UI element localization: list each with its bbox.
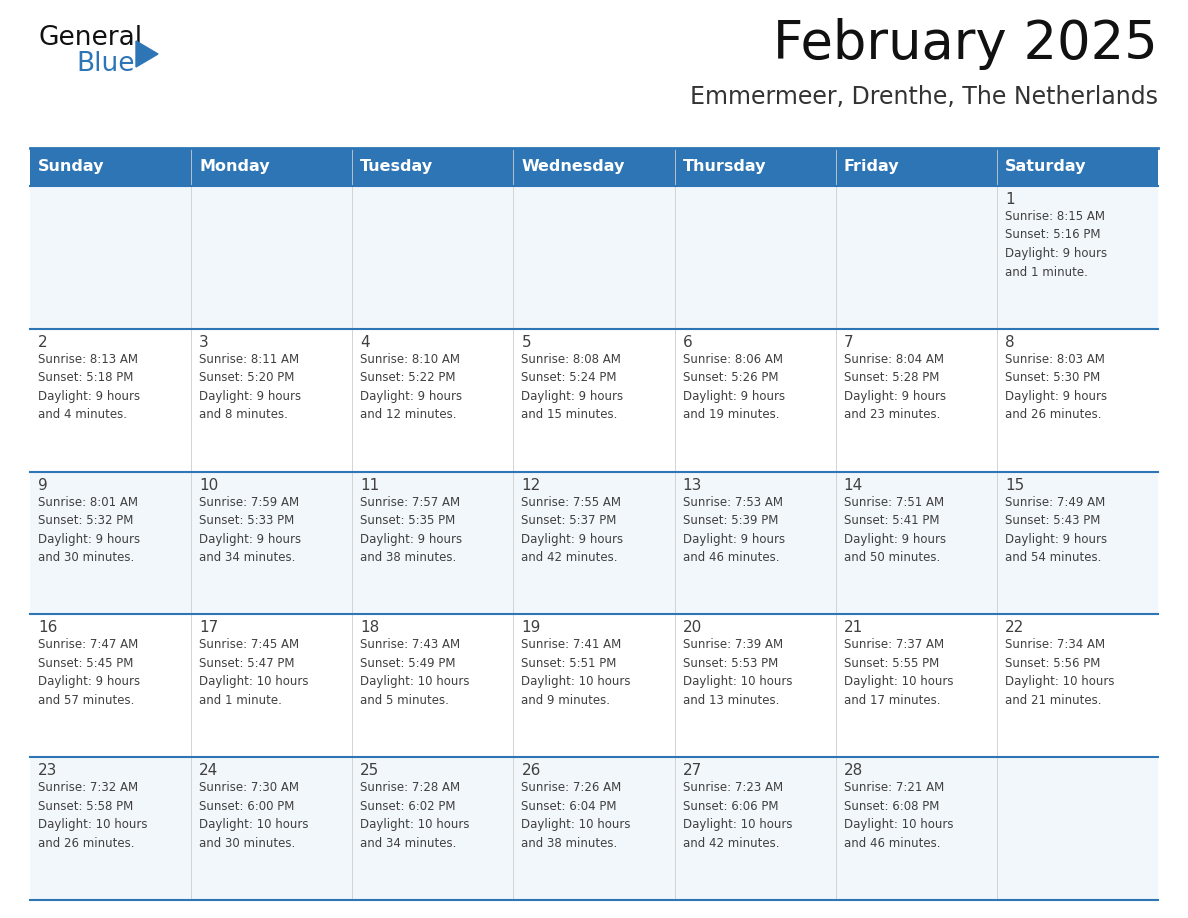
Text: Sunrise: 8:08 AM
Sunset: 5:24 PM
Daylight: 9 hours
and 15 minutes.: Sunrise: 8:08 AM Sunset: 5:24 PM Dayligh… — [522, 353, 624, 421]
Text: Sunrise: 8:04 AM
Sunset: 5:28 PM
Daylight: 9 hours
and 23 minutes.: Sunrise: 8:04 AM Sunset: 5:28 PM Dayligh… — [843, 353, 946, 421]
Text: 19: 19 — [522, 621, 541, 635]
Text: 22: 22 — [1005, 621, 1024, 635]
Text: 26: 26 — [522, 763, 541, 778]
Text: Saturday: Saturday — [1005, 160, 1086, 174]
Text: 7: 7 — [843, 335, 853, 350]
Text: 18: 18 — [360, 621, 379, 635]
Text: 8: 8 — [1005, 335, 1015, 350]
Text: 12: 12 — [522, 477, 541, 493]
Text: Sunrise: 7:49 AM
Sunset: 5:43 PM
Daylight: 9 hours
and 54 minutes.: Sunrise: 7:49 AM Sunset: 5:43 PM Dayligh… — [1005, 496, 1107, 564]
Text: Sunrise: 7:55 AM
Sunset: 5:37 PM
Daylight: 9 hours
and 42 minutes.: Sunrise: 7:55 AM Sunset: 5:37 PM Dayligh… — [522, 496, 624, 564]
Text: Sunrise: 7:41 AM
Sunset: 5:51 PM
Daylight: 10 hours
and 9 minutes.: Sunrise: 7:41 AM Sunset: 5:51 PM Dayligh… — [522, 638, 631, 707]
Text: Sunrise: 8:03 AM
Sunset: 5:30 PM
Daylight: 9 hours
and 26 minutes.: Sunrise: 8:03 AM Sunset: 5:30 PM Dayligh… — [1005, 353, 1107, 421]
Text: Sunrise: 7:30 AM
Sunset: 6:00 PM
Daylight: 10 hours
and 30 minutes.: Sunrise: 7:30 AM Sunset: 6:00 PM Dayligh… — [200, 781, 309, 850]
Text: 2: 2 — [38, 335, 48, 350]
Text: General: General — [38, 25, 143, 51]
Text: Wednesday: Wednesday — [522, 160, 625, 174]
Text: Sunrise: 7:21 AM
Sunset: 6:08 PM
Daylight: 10 hours
and 46 minutes.: Sunrise: 7:21 AM Sunset: 6:08 PM Dayligh… — [843, 781, 953, 850]
Text: 4: 4 — [360, 335, 369, 350]
Text: Sunrise: 7:34 AM
Sunset: 5:56 PM
Daylight: 10 hours
and 21 minutes.: Sunrise: 7:34 AM Sunset: 5:56 PM Dayligh… — [1005, 638, 1114, 707]
Text: Sunrise: 8:10 AM
Sunset: 5:22 PM
Daylight: 9 hours
and 12 minutes.: Sunrise: 8:10 AM Sunset: 5:22 PM Dayligh… — [360, 353, 462, 421]
Text: Sunrise: 8:15 AM
Sunset: 5:16 PM
Daylight: 9 hours
and 1 minute.: Sunrise: 8:15 AM Sunset: 5:16 PM Dayligh… — [1005, 210, 1107, 278]
Text: 15: 15 — [1005, 477, 1024, 493]
Text: Sunrise: 7:39 AM
Sunset: 5:53 PM
Daylight: 10 hours
and 13 minutes.: Sunrise: 7:39 AM Sunset: 5:53 PM Dayligh… — [683, 638, 792, 707]
Text: 10: 10 — [200, 477, 219, 493]
Text: Sunrise: 8:01 AM
Sunset: 5:32 PM
Daylight: 9 hours
and 30 minutes.: Sunrise: 8:01 AM Sunset: 5:32 PM Dayligh… — [38, 496, 140, 564]
Text: Sunrise: 8:11 AM
Sunset: 5:20 PM
Daylight: 9 hours
and 8 minutes.: Sunrise: 8:11 AM Sunset: 5:20 PM Dayligh… — [200, 353, 302, 421]
Text: 25: 25 — [360, 763, 379, 778]
Text: Sunrise: 7:51 AM
Sunset: 5:41 PM
Daylight: 9 hours
and 50 minutes.: Sunrise: 7:51 AM Sunset: 5:41 PM Dayligh… — [843, 496, 946, 564]
Text: Tuesday: Tuesday — [360, 160, 434, 174]
Text: Friday: Friday — [843, 160, 899, 174]
Text: 21: 21 — [843, 621, 862, 635]
Text: Blue: Blue — [76, 51, 134, 77]
Text: 11: 11 — [360, 477, 379, 493]
Text: Monday: Monday — [200, 160, 270, 174]
Text: 14: 14 — [843, 477, 862, 493]
Text: Sunrise: 7:32 AM
Sunset: 5:58 PM
Daylight: 10 hours
and 26 minutes.: Sunrise: 7:32 AM Sunset: 5:58 PM Dayligh… — [38, 781, 147, 850]
Bar — [30, 329, 1158, 472]
Text: Sunday: Sunday — [38, 160, 105, 174]
Text: Sunrise: 7:53 AM
Sunset: 5:39 PM
Daylight: 9 hours
and 46 minutes.: Sunrise: 7:53 AM Sunset: 5:39 PM Dayligh… — [683, 496, 785, 564]
Text: 1: 1 — [1005, 192, 1015, 207]
Text: February 2025: February 2025 — [773, 18, 1158, 70]
Text: 17: 17 — [200, 621, 219, 635]
Text: 3: 3 — [200, 335, 209, 350]
Text: 6: 6 — [683, 335, 693, 350]
Text: 27: 27 — [683, 763, 702, 778]
Bar — [30, 472, 1158, 614]
Polygon shape — [135, 41, 158, 67]
Text: Sunrise: 7:43 AM
Sunset: 5:49 PM
Daylight: 10 hours
and 5 minutes.: Sunrise: 7:43 AM Sunset: 5:49 PM Dayligh… — [360, 638, 469, 707]
Bar — [30, 757, 1158, 900]
Text: Emmermeer, Drenthe, The Netherlands: Emmermeer, Drenthe, The Netherlands — [690, 85, 1158, 109]
Text: Sunrise: 7:23 AM
Sunset: 6:06 PM
Daylight: 10 hours
and 42 minutes.: Sunrise: 7:23 AM Sunset: 6:06 PM Dayligh… — [683, 781, 792, 850]
Bar — [30, 186, 1158, 329]
Text: 5: 5 — [522, 335, 531, 350]
Text: Sunrise: 8:06 AM
Sunset: 5:26 PM
Daylight: 9 hours
and 19 minutes.: Sunrise: 8:06 AM Sunset: 5:26 PM Dayligh… — [683, 353, 785, 421]
Text: Sunrise: 7:37 AM
Sunset: 5:55 PM
Daylight: 10 hours
and 17 minutes.: Sunrise: 7:37 AM Sunset: 5:55 PM Dayligh… — [843, 638, 953, 707]
Text: Sunrise: 8:13 AM
Sunset: 5:18 PM
Daylight: 9 hours
and 4 minutes.: Sunrise: 8:13 AM Sunset: 5:18 PM Dayligh… — [38, 353, 140, 421]
Text: 24: 24 — [200, 763, 219, 778]
Text: 16: 16 — [38, 621, 57, 635]
Text: 9: 9 — [38, 477, 48, 493]
Text: Sunrise: 7:28 AM
Sunset: 6:02 PM
Daylight: 10 hours
and 34 minutes.: Sunrise: 7:28 AM Sunset: 6:02 PM Dayligh… — [360, 781, 469, 850]
Text: Sunrise: 7:59 AM
Sunset: 5:33 PM
Daylight: 9 hours
and 34 minutes.: Sunrise: 7:59 AM Sunset: 5:33 PM Dayligh… — [200, 496, 302, 564]
Text: Sunrise: 7:57 AM
Sunset: 5:35 PM
Daylight: 9 hours
and 38 minutes.: Sunrise: 7:57 AM Sunset: 5:35 PM Dayligh… — [360, 496, 462, 564]
Text: Sunrise: 7:47 AM
Sunset: 5:45 PM
Daylight: 9 hours
and 57 minutes.: Sunrise: 7:47 AM Sunset: 5:45 PM Dayligh… — [38, 638, 140, 707]
Bar — [30, 614, 1158, 757]
Text: 23: 23 — [38, 763, 57, 778]
Text: Thursday: Thursday — [683, 160, 766, 174]
Text: 28: 28 — [843, 763, 862, 778]
Text: Sunrise: 7:45 AM
Sunset: 5:47 PM
Daylight: 10 hours
and 1 minute.: Sunrise: 7:45 AM Sunset: 5:47 PM Dayligh… — [200, 638, 309, 707]
Bar — [30, 148, 1158, 186]
Text: Sunrise: 7:26 AM
Sunset: 6:04 PM
Daylight: 10 hours
and 38 minutes.: Sunrise: 7:26 AM Sunset: 6:04 PM Dayligh… — [522, 781, 631, 850]
Text: 20: 20 — [683, 621, 702, 635]
Text: 13: 13 — [683, 477, 702, 493]
